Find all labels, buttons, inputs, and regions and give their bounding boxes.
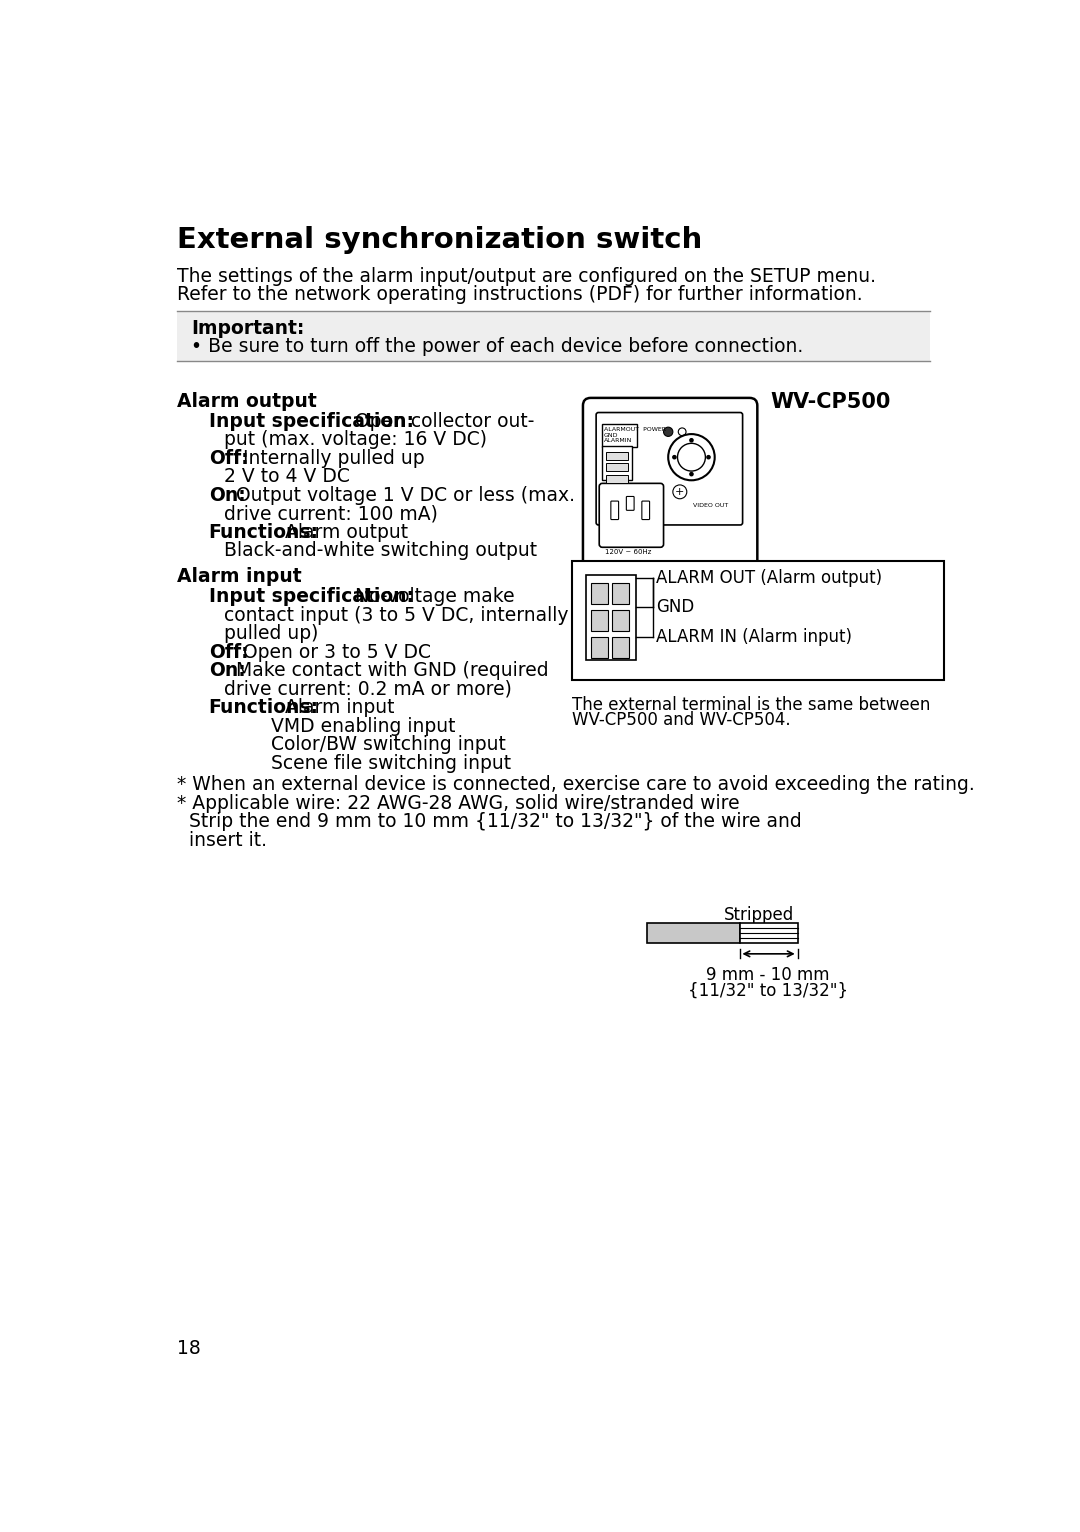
Text: ALARM OUT (Alarm output): ALARM OUT (Alarm output) [656, 568, 882, 587]
Text: pulled up): pulled up) [225, 624, 319, 643]
Text: Internally pulled up: Internally pulled up [237, 449, 424, 467]
Text: ALARMOUT  POWER: ALARMOUT POWER [604, 427, 666, 432]
Text: ALARMIN: ALARMIN [604, 438, 632, 443]
Text: 18: 18 [177, 1339, 201, 1357]
Circle shape [677, 443, 705, 470]
Text: Alarm input: Alarm input [177, 567, 301, 587]
Text: contact input (3 to 5 V DC, internally: contact input (3 to 5 V DC, internally [225, 605, 569, 625]
FancyBboxPatch shape [611, 501, 619, 519]
Circle shape [706, 455, 711, 460]
Text: insert it.: insert it. [177, 830, 267, 850]
Text: On:: On: [208, 662, 245, 680]
Bar [606, 452, 627, 460]
Text: Open or 3 to 5 V DC: Open or 3 to 5 V DC [237, 643, 431, 662]
Text: Important:: Important: [191, 319, 305, 337]
Text: GND: GND [656, 599, 694, 616]
Text: Input specification:: Input specification: [208, 412, 414, 430]
Bar [612, 582, 630, 604]
Text: WV-CP500 and WV-CP504.: WV-CP500 and WV-CP504. [572, 711, 791, 729]
Bar [177, 311, 930, 362]
Text: Alarm output: Alarm output [279, 522, 408, 542]
Circle shape [673, 486, 687, 499]
Bar [586, 574, 636, 660]
Text: ALARM IN (Alarm input): ALARM IN (Alarm input) [656, 628, 852, 645]
Bar [647, 924, 740, 944]
Text: +: + [675, 487, 685, 496]
Text: Make contact with GND (required: Make contact with GND (required [230, 662, 549, 680]
Text: {11/32" to 13/32"}: {11/32" to 13/32"} [688, 982, 848, 999]
Bar [591, 610, 608, 631]
Circle shape [672, 455, 677, 460]
Text: put (max. voltage: 16 V DC): put (max. voltage: 16 V DC) [225, 430, 487, 449]
Text: WV-CP500: WV-CP500 [770, 392, 891, 412]
Text: drive current: 100 mA): drive current: 100 mA) [225, 504, 438, 522]
Bar [606, 475, 627, 483]
FancyBboxPatch shape [642, 501, 649, 519]
Bar [613, 567, 691, 582]
Circle shape [689, 438, 693, 443]
Bar [606, 463, 627, 470]
FancyBboxPatch shape [599, 484, 663, 547]
Text: Input specification:: Input specification: [208, 587, 414, 607]
Text: 9 mm - 10 mm: 9 mm - 10 mm [706, 967, 829, 984]
Bar [572, 561, 944, 680]
Text: Functions:: Functions: [208, 522, 319, 542]
Text: 2 V to 4 V DC: 2 V to 4 V DC [225, 467, 350, 486]
Text: • Be sure to turn off the power of each device before connection.: • Be sure to turn off the power of each … [191, 337, 804, 355]
Text: Stripped: Stripped [724, 905, 794, 924]
Text: No-voltage make: No-voltage make [349, 587, 514, 607]
Bar [591, 582, 608, 604]
Bar [603, 424, 637, 447]
Text: Color/BW switching input: Color/BW switching input [271, 735, 505, 754]
Text: Strip the end 9 mm to 10 mm {11/32" to 13/32"} of the wire and: Strip the end 9 mm to 10 mm {11/32" to 1… [177, 812, 801, 832]
Bar [591, 637, 608, 659]
Bar [603, 446, 632, 481]
Bar [740, 924, 798, 944]
Circle shape [678, 427, 686, 435]
Text: External synchronization switch: External synchronization switch [177, 227, 702, 254]
Text: * When an external device is connected, exercise care to avoid exceeding the rat: * When an external device is connected, … [177, 775, 974, 794]
Text: The settings of the alarm input/output are configured on the SETUP menu.: The settings of the alarm input/output a… [177, 267, 876, 286]
Bar [612, 610, 630, 631]
Circle shape [663, 427, 673, 437]
FancyBboxPatch shape [583, 398, 757, 574]
Circle shape [669, 434, 715, 481]
FancyBboxPatch shape [596, 412, 743, 525]
Text: drive current: 0.2 mA or more): drive current: 0.2 mA or more) [225, 680, 512, 699]
Text: Scene file switching input: Scene file switching input [271, 754, 511, 772]
FancyBboxPatch shape [626, 496, 634, 510]
Bar [612, 637, 630, 659]
Text: Black-and-white switching output: Black-and-white switching output [225, 541, 537, 561]
Text: * Applicable wire: 22 AWG-28 AWG, solid wire/stranded wire: * Applicable wire: 22 AWG-28 AWG, solid … [177, 794, 740, 812]
Text: The external terminal is the same between: The external terminal is the same betwee… [572, 696, 931, 714]
Text: 120V ~ 60Hz: 120V ~ 60Hz [606, 548, 652, 555]
Text: Open collector out-: Open collector out- [349, 412, 535, 430]
Text: VMD enabling input: VMD enabling input [271, 717, 455, 735]
Text: Off:: Off: [208, 449, 248, 467]
Text: Alarm input: Alarm input [279, 699, 394, 717]
Circle shape [689, 472, 693, 476]
Text: VIDEO OUT: VIDEO OUT [693, 504, 728, 509]
Text: Off:: Off: [208, 643, 248, 662]
Text: Output voltage 1 V DC or less (max.: Output voltage 1 V DC or less (max. [230, 486, 575, 504]
Text: GND: GND [604, 432, 619, 438]
Text: Functions:: Functions: [208, 699, 319, 717]
Text: Alarm output: Alarm output [177, 392, 316, 411]
Text: On:: On: [208, 486, 245, 504]
Text: Refer to the network operating instructions (PDF) for further information.: Refer to the network operating instructi… [177, 285, 863, 305]
